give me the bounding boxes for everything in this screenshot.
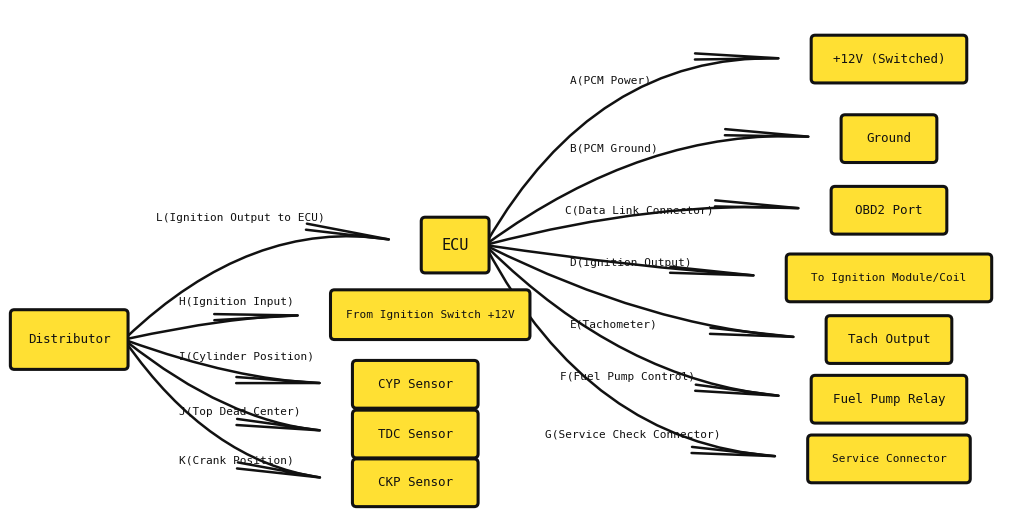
Text: A(PCM Power): A(PCM Power) — [569, 76, 651, 86]
FancyBboxPatch shape — [831, 186, 947, 234]
Text: C(Data Link Connector): C(Data Link Connector) — [565, 205, 714, 215]
Text: J(Top Dead Center): J(Top Dead Center) — [179, 407, 300, 417]
FancyBboxPatch shape — [10, 310, 128, 369]
Text: Tach Output: Tach Output — [848, 333, 930, 346]
Text: K(Crank Position): K(Crank Position) — [179, 456, 294, 466]
FancyBboxPatch shape — [808, 435, 971, 483]
Text: +12V (Switched): +12V (Switched) — [833, 52, 945, 66]
Text: To Ignition Module/Coil: To Ignition Module/Coil — [811, 273, 967, 283]
FancyBboxPatch shape — [811, 376, 967, 423]
Text: CYP Sensor: CYP Sensor — [378, 378, 453, 391]
Text: ECU: ECU — [441, 238, 469, 252]
Text: E(Tachometer): E(Tachometer) — [569, 320, 657, 330]
Text: Distributor: Distributor — [28, 333, 111, 346]
Text: Ground: Ground — [866, 132, 911, 145]
Text: Fuel Pump Relay: Fuel Pump Relay — [833, 393, 945, 406]
Text: B(PCM Ground): B(PCM Ground) — [569, 144, 657, 153]
FancyBboxPatch shape — [352, 361, 478, 408]
Text: TDC Sensor: TDC Sensor — [378, 427, 453, 441]
Text: OBD2 Port: OBD2 Port — [855, 204, 923, 217]
FancyBboxPatch shape — [352, 410, 478, 458]
Text: CKP Sensor: CKP Sensor — [378, 476, 453, 489]
FancyBboxPatch shape — [811, 35, 967, 83]
Text: H(Ignition Input): H(Ignition Input) — [179, 297, 294, 307]
Text: G(Service Check Connector): G(Service Check Connector) — [545, 429, 721, 439]
Text: From Ignition Switch +12V: From Ignition Switch +12V — [346, 310, 515, 320]
FancyBboxPatch shape — [786, 254, 991, 302]
FancyBboxPatch shape — [826, 315, 951, 363]
Text: D(Ignition Output): D(Ignition Output) — [569, 258, 691, 268]
Text: L(Ignition Output to ECU): L(Ignition Output to ECU) — [156, 213, 325, 223]
Text: Service Connector: Service Connector — [831, 454, 946, 464]
FancyBboxPatch shape — [841, 115, 937, 163]
FancyBboxPatch shape — [352, 459, 478, 507]
Text: F(Fuel Pump Control): F(Fuel Pump Control) — [560, 372, 695, 382]
Text: I(Cylinder Position): I(Cylinder Position) — [179, 352, 314, 363]
FancyBboxPatch shape — [331, 290, 530, 340]
FancyBboxPatch shape — [421, 217, 489, 273]
